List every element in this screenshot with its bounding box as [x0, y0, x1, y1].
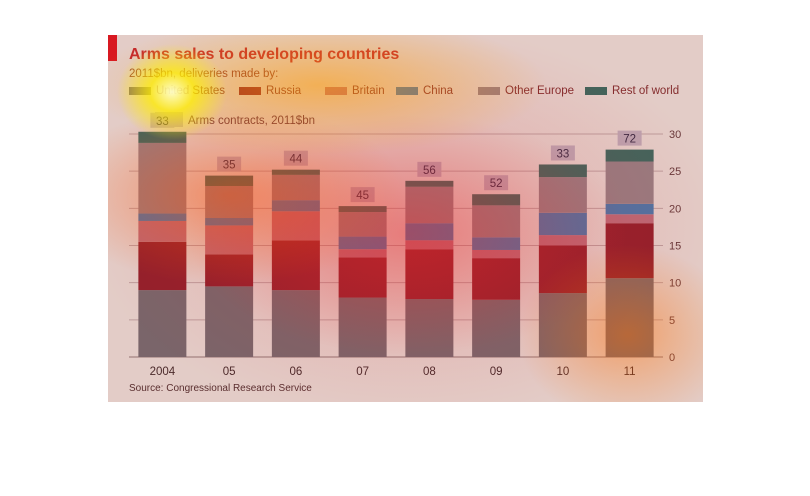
bar-segment	[205, 254, 254, 287]
bar-segment	[271, 240, 320, 291]
bar-segment	[538, 212, 587, 236]
y-tick-label: 10	[669, 278, 681, 290]
bar-segment	[138, 241, 187, 291]
contract-value-label: 35	[223, 160, 236, 172]
bar-segment	[538, 177, 587, 213]
contract-value-label: 33	[556, 148, 569, 160]
bar-segment	[271, 174, 320, 201]
bar-segment	[205, 175, 254, 187]
bar-segment	[205, 225, 254, 255]
bar-segment	[338, 206, 387, 213]
x-tick-label: 09	[490, 366, 503, 378]
bar-segment	[271, 211, 320, 241]
bar-segment	[472, 237, 521, 250]
contract-value-label: 33	[156, 116, 169, 128]
bar-segment	[271, 290, 320, 357]
x-tick-label: 10	[556, 366, 569, 378]
contract-value-label: 72	[623, 134, 636, 146]
bar-segment	[205, 286, 254, 357]
bar-segment	[138, 220, 187, 242]
x-tick-label: 07	[356, 366, 369, 378]
chart-figure: Arms sales to developing countries 2011$…	[108, 35, 703, 402]
bar-segment	[205, 186, 254, 218]
bar-segment	[472, 299, 521, 357]
bar-segment	[338, 297, 387, 357]
y-tick-label: 20	[669, 203, 681, 215]
bar-segment	[605, 149, 654, 162]
bar-segment	[138, 290, 187, 357]
bar-segment	[138, 213, 187, 221]
x-tick-label: 08	[423, 366, 436, 378]
contract-value-label: 45	[356, 190, 369, 202]
contract-value-label: 52	[490, 178, 503, 190]
bar-segment	[472, 249, 521, 259]
bar-segment	[338, 249, 387, 258]
bar-segment	[205, 217, 254, 226]
bar-segment	[138, 142, 187, 214]
bar-segment	[271, 169, 320, 175]
x-tick-label: 2004	[150, 366, 176, 378]
chart-source: Source: Congressional Research Service	[129, 383, 312, 394]
bar-segment	[405, 186, 454, 224]
bar-segment	[538, 164, 587, 178]
contract-value-label: 56	[423, 165, 436, 177]
contract-value-label: 44	[289, 154, 302, 166]
bar-segment	[605, 278, 654, 357]
y-tick-label: 5	[669, 315, 675, 327]
y-tick-label: 25	[669, 166, 681, 178]
x-tick-label: 05	[223, 366, 236, 378]
bar-segment	[472, 205, 521, 238]
y-tick-label: 30	[669, 129, 681, 141]
y-tick-label: 0	[669, 352, 675, 364]
contracts-legend-label: Arms contracts, 2011$bn	[188, 115, 315, 127]
x-tick-label: 06	[289, 366, 302, 378]
bar-segment	[338, 236, 387, 250]
y-tick-label: 15	[669, 241, 681, 253]
bar-segment	[138, 131, 187, 143]
bar-segment	[338, 212, 387, 237]
bar-segment	[605, 214, 654, 224]
bar-segment	[271, 200, 320, 212]
bar-segment	[538, 235, 587, 246]
bar-segment	[472, 194, 521, 206]
bar-segment	[605, 203, 654, 215]
bar-segment	[605, 223, 654, 279]
bar-segment	[472, 258, 521, 300]
bar-segment	[338, 257, 387, 298]
bar-segment	[405, 249, 454, 300]
bar-segment	[405, 240, 454, 250]
bar-segment	[405, 299, 454, 357]
bar-segment	[538, 293, 587, 357]
bar-segment	[538, 245, 587, 294]
bar-segment	[405, 180, 454, 187]
x-tick-label: 11	[624, 366, 636, 378]
bar-segment	[405, 223, 454, 241]
bar-segment	[605, 161, 654, 204]
